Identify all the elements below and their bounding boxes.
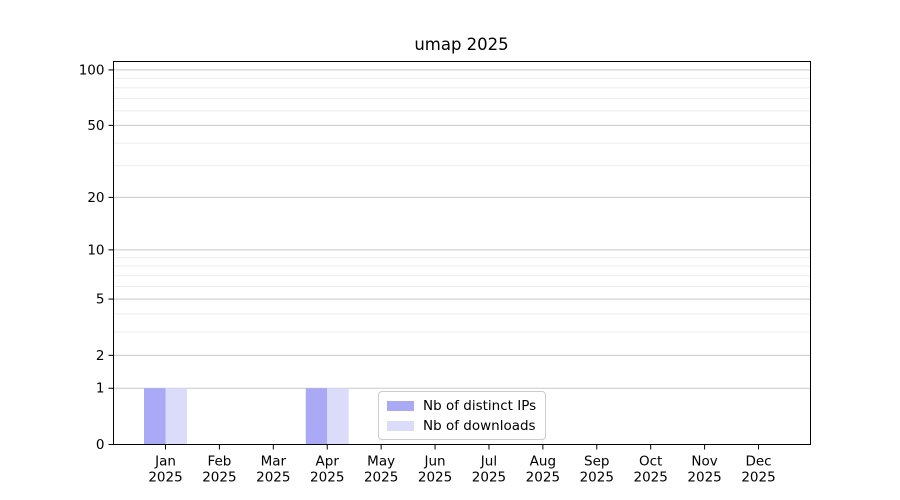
x-tick-label-month: Sep (584, 454, 609, 470)
y-tick-label: 0 (96, 437, 105, 453)
x-tick-label-month: Aug (530, 454, 556, 470)
x-tick-label-year: 2025 (364, 470, 398, 486)
bar-nb-of-downloads (327, 388, 349, 445)
x-tick-label-year: 2025 (418, 470, 452, 486)
bar-nb-of-downloads (165, 388, 187, 445)
legend-label: Nb of distinct IPs (423, 397, 537, 414)
x-tick-label-year: 2025 (202, 470, 236, 486)
y-tick-label: 1 (96, 381, 105, 397)
x-tick-label-month: Jul (480, 454, 497, 470)
x-tick-label-year: 2025 (310, 470, 344, 486)
x-tick-label-month: Apr (316, 454, 340, 470)
plot-border (113, 61, 811, 445)
y-tick-label: 2 (96, 348, 105, 364)
legend-row: Nb of distinct IPs (387, 397, 536, 414)
bar-nb-of-distinct-ips (305, 388, 328, 445)
x-tick-label-year: 2025 (526, 470, 560, 486)
legend-swatch-icon (387, 420, 414, 431)
y-tick-label: 10 (87, 242, 104, 258)
x-tick-label-month: Mar (261, 454, 287, 470)
y-tick-label: 5 (96, 292, 105, 308)
y-tick-label: 20 (87, 190, 104, 206)
legend-swatch-icon (387, 400, 414, 411)
x-tick-label-month: Dec (745, 454, 771, 470)
chart-title: umap 2025 (414, 35, 509, 54)
x-tick-label-month: Jun (423, 454, 445, 470)
bar-nb-of-distinct-ips (144, 388, 166, 445)
x-tick-label-year: 2025 (148, 470, 182, 486)
x-tick-label-month: Oct (639, 454, 662, 470)
x-tick-label-year: 2025 (634, 470, 668, 486)
legend-label: Nb of downloads (423, 417, 536, 434)
x-tick-label-month: May (367, 454, 395, 470)
x-tick-label-month: Feb (207, 454, 231, 470)
x-tick-label-month: Jan (154, 454, 176, 470)
y-tick-label: 50 (87, 118, 104, 134)
y-tick-label: 100 (79, 62, 105, 78)
x-tick-label-year: 2025 (472, 470, 506, 486)
x-tick-label-year: 2025 (580, 470, 614, 486)
x-tick-label-year: 2025 (256, 470, 290, 486)
legend: Nb of distinct IPs Nb of downloads (378, 391, 547, 440)
x-tick-label-year: 2025 (687, 470, 721, 486)
legend-row: Nb of downloads (387, 417, 536, 434)
x-tick-label-year: 2025 (741, 470, 775, 486)
x-tick-label-month: Nov (691, 454, 717, 470)
